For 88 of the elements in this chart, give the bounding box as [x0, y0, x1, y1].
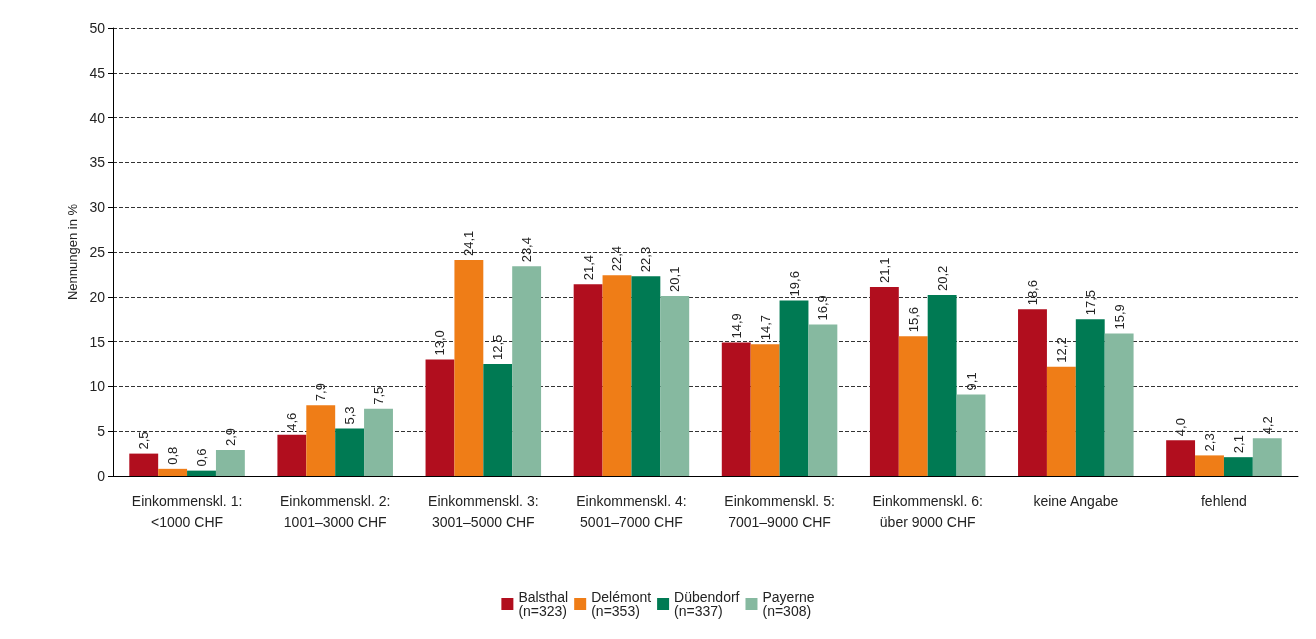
data-label: 13,0 [432, 330, 448, 356]
data-label: 21,1 [876, 257, 892, 283]
y-tick-label: 0 [97, 468, 106, 484]
legend-label: Balsthal (n=323) [518, 589, 569, 619]
y-tick-label: 5 [97, 423, 106, 440]
data-label: 23,4 [519, 237, 535, 263]
bar [631, 276, 661, 476]
bar [573, 284, 603, 476]
data-label: 12,2 [1053, 337, 1069, 363]
bar [1252, 438, 1282, 476]
bar [779, 300, 809, 476]
bar [956, 394, 986, 476]
y-tick-label: 50 [89, 20, 106, 36]
y-tick-label: 15 [89, 333, 106, 350]
data-label: 7,9 [313, 383, 329, 402]
x-tick-label: Einkommenskl. 6: über 9000 CHF [872, 492, 983, 530]
bar [215, 450, 245, 476]
data-label: 2,9 [222, 427, 238, 447]
data-label: 4,6 [284, 412, 300, 431]
y-tick-label: 35 [89, 154, 106, 171]
data-label: 18,6 [1024, 280, 1040, 306]
data-label: 2,1 [1230, 435, 1246, 454]
x-tick-label: Einkommenskl. 1: <1000 CHF [131, 492, 243, 530]
x-tick-label: fehlend [1200, 492, 1247, 509]
data-label: 15,9 [1111, 304, 1127, 330]
bar [808, 324, 838, 476]
data-label: 21,4 [580, 254, 596, 281]
data-label: 19,6 [786, 271, 802, 297]
data-label: 15,6 [905, 306, 921, 333]
bar [129, 453, 159, 476]
data-label: 17,5 [1082, 289, 1098, 316]
data-label: 5,3 [342, 406, 358, 425]
bar [277, 434, 307, 476]
bar [483, 364, 513, 476]
bar [1223, 457, 1253, 476]
data-label: 9,1 [963, 372, 979, 391]
x-tick-label: Einkommenskl. 3: 3001–5000 CHF [428, 492, 539, 530]
data-label: 0,6 [194, 448, 209, 467]
bar [335, 428, 365, 476]
bar [1166, 440, 1196, 476]
bar [1075, 319, 1105, 476]
y-tick-label: 40 [89, 109, 106, 126]
x-tick-label: Einkommenskl. 2: 1001–3000 CHF [279, 492, 391, 530]
data-label: 2,5 [136, 431, 152, 450]
y-axis-title: Nennungen in % [64, 203, 80, 301]
data-label: 14,7 [757, 314, 773, 341]
x-tick-label: Einkommenskl. 5: 7001–9000 CHF [724, 492, 835, 530]
data-label: 7,5 [371, 386, 387, 405]
legend-label: Payerne (n=308) [762, 589, 815, 619]
legend-label: Dübendorf (n=337) [674, 589, 740, 619]
y-tick-label: 20 [89, 288, 106, 305]
bar [602, 275, 632, 476]
bar [158, 468, 188, 476]
y-tick-label: 10 [89, 378, 106, 395]
data-label: 12,5 [490, 334, 506, 360]
bar [187, 470, 216, 476]
bar [1018, 309, 1047, 476]
bar [660, 295, 690, 476]
bar [364, 408, 393, 476]
bar [927, 295, 957, 476]
bar [1195, 455, 1224, 476]
bar [869, 286, 899, 476]
y-tick-label: 25 [89, 244, 106, 260]
data-label: 2,3 [1202, 433, 1217, 452]
data-label: 22,3 [638, 246, 654, 273]
bar [306, 405, 336, 476]
y-tick-label: 30 [89, 199, 106, 216]
legend-label: Delémont (n=353) [591, 589, 652, 619]
data-label: 4,0 [1173, 418, 1189, 437]
bar [750, 344, 780, 476]
data-label: 4,2 [1259, 416, 1275, 435]
bar [1046, 366, 1076, 476]
bar [898, 336, 928, 476]
data-label: 14,9 [728, 313, 744, 339]
bar [1104, 333, 1134, 476]
data-label: 22,4 [609, 245, 625, 272]
data-label: 20,1 [667, 266, 683, 292]
bar [721, 342, 751, 476]
bar [512, 266, 542, 476]
data-label: 16,9 [815, 295, 831, 321]
data-label: 24,1 [461, 230, 477, 257]
data-label: 0,8 [165, 446, 181, 465]
y-tick-label: 45 [89, 64, 106, 81]
data-label: 20,2 [934, 265, 950, 292]
x-tick-label: Einkommenskl. 4: 5001–7000 CHF [576, 492, 687, 530]
bar [454, 260, 484, 476]
bar [425, 359, 455, 476]
x-tick-label: keine Angabe [1033, 492, 1119, 509]
